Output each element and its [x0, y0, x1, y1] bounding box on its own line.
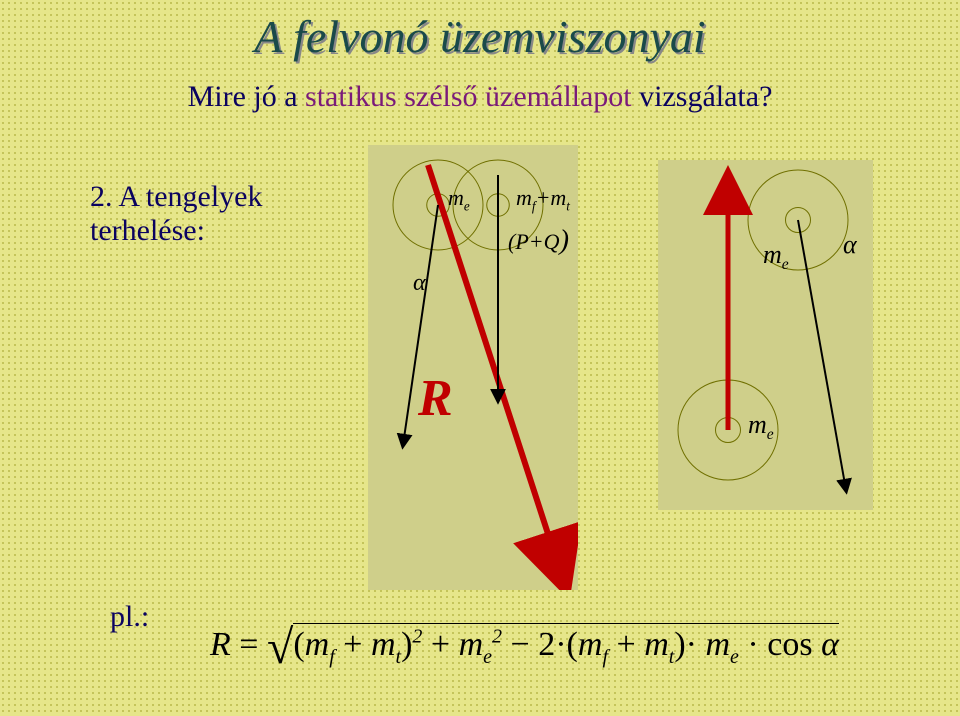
subtitle-post: vizsgálata? — [632, 80, 773, 113]
diagram-label: α — [843, 230, 857, 260]
diagram-label: (P+Q) — [508, 225, 569, 257]
svg-text:R: R — [417, 370, 453, 427]
diagram-label: mf+mt — [516, 185, 570, 214]
diagram-label: me — [448, 185, 470, 214]
page-title: A felvonó üzemviszonyai — [0, 10, 960, 63]
subtitle-pre: Mire jó a — [188, 80, 305, 113]
subtitle-highlight: statikus szélső üzemállapot — [305, 80, 632, 113]
diagram-label: me — [748, 410, 774, 444]
diagram-panel-left: Rme α mf+mt (P+Q) — [368, 145, 578, 590]
diagram-panel-right: me me α — [658, 160, 873, 510]
subtitle: Mire jó a statikus szélső üzemállapot vi… — [0, 80, 960, 114]
diagram-label: α — [413, 270, 426, 297]
diagram-label: me — [763, 240, 789, 274]
example-label: pl.: — [110, 600, 149, 634]
list-item-2: 2. A tengelyek terhelése: — [90, 180, 350, 248]
formula: R = √(mf + mt)2 + me2 − 2·(mf + mt)· me … — [210, 620, 839, 675]
